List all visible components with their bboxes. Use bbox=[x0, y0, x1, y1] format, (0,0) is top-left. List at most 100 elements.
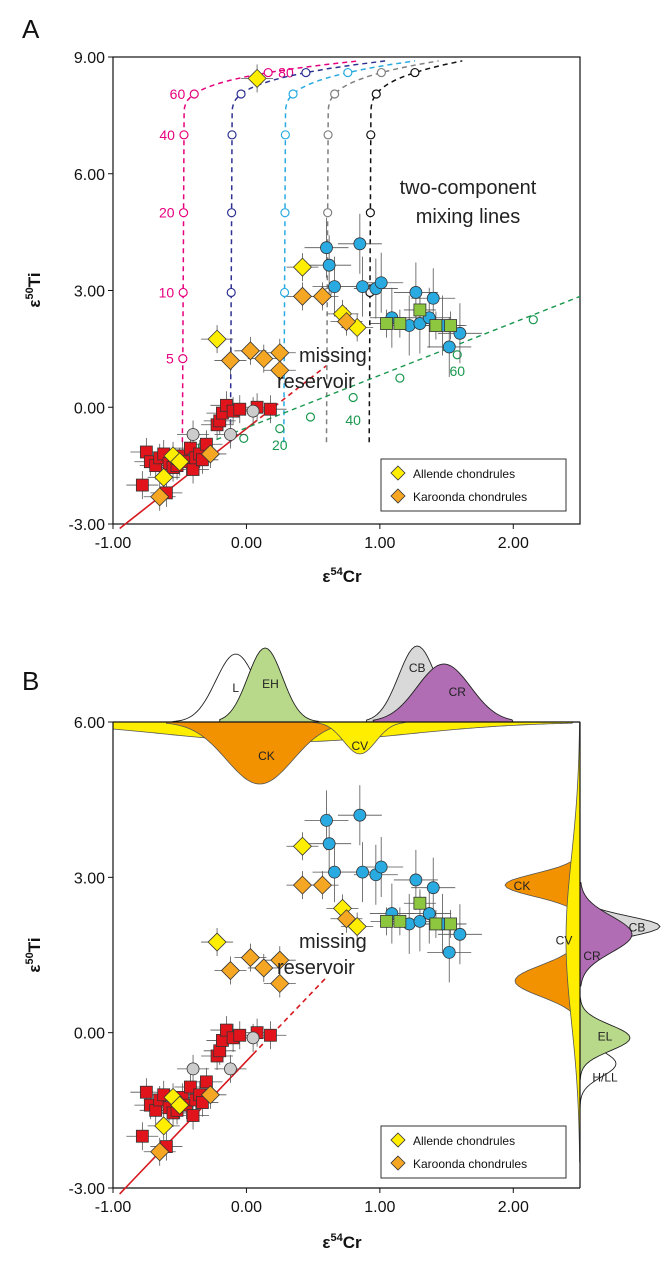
x-tick-label: 2.00 bbox=[498, 535, 529, 552]
data-square bbox=[135, 478, 149, 492]
data-diamond bbox=[207, 932, 227, 952]
dist-cv-peak bbox=[312, 721, 407, 755]
panel-b-reservoir-label: reservoir bbox=[277, 957, 355, 979]
mixing-node bbox=[279, 287, 290, 298]
mixing-node bbox=[178, 208, 189, 218]
data-diamond bbox=[150, 487, 170, 507]
panel-a-x-axis-title: ε54Cr bbox=[322, 566, 362, 586]
mixing-node-green bbox=[305, 412, 316, 422]
mixing-node bbox=[280, 130, 290, 140]
mixing-curve bbox=[283, 60, 416, 443]
mixing-label-green: 20 bbox=[272, 437, 288, 453]
panel-a-error-bars bbox=[126, 64, 482, 511]
mixing-label: 20 bbox=[159, 205, 175, 221]
data-circle bbox=[320, 813, 333, 827]
data-circle bbox=[246, 404, 260, 418]
mixing-node bbox=[178, 354, 188, 364]
panel-a-points bbox=[135, 68, 467, 507]
right-dist-label: CV bbox=[556, 933, 573, 947]
data-diamond bbox=[312, 286, 333, 306]
data-diamond bbox=[254, 958, 274, 978]
mixing-curve bbox=[368, 60, 463, 443]
dist-cr-right bbox=[579, 882, 633, 987]
mixing-node bbox=[371, 89, 381, 99]
mixing-node bbox=[236, 89, 246, 99]
legend-b-allende-marker bbox=[390, 1132, 406, 1148]
data-diamond bbox=[200, 1085, 220, 1105]
right-dist-label: CB bbox=[629, 921, 646, 935]
data-circle bbox=[409, 873, 423, 887]
y-tick-label: 0.00 bbox=[74, 1026, 105, 1043]
data-circle bbox=[186, 1062, 200, 1076]
data-circle bbox=[353, 808, 367, 822]
y-tick-label: 6.00 bbox=[74, 715, 105, 732]
data-square bbox=[429, 319, 443, 332]
mixing-node bbox=[288, 89, 298, 99]
data-diamond bbox=[240, 948, 260, 968]
data-diamond bbox=[154, 1116, 174, 1136]
data-square bbox=[393, 317, 407, 330]
mixing-node-green bbox=[239, 433, 249, 443]
panel-b-legend-box bbox=[380, 1125, 567, 1179]
data-circle bbox=[413, 914, 427, 928]
regression-line-solid bbox=[119, 1053, 254, 1195]
data-square bbox=[444, 319, 457, 332]
mixing-label-green: 60 bbox=[449, 363, 465, 379]
mixing-node bbox=[366, 130, 376, 140]
data-circle bbox=[328, 280, 341, 294]
top-dist-label: EH bbox=[262, 677, 279, 691]
data-diamond bbox=[170, 452, 190, 472]
data-diamond bbox=[292, 257, 313, 277]
legend-b-allende-label: Allende chondrules bbox=[413, 1134, 515, 1148]
data-square bbox=[429, 917, 443, 931]
data-diamond bbox=[292, 875, 313, 895]
panel-b-points bbox=[135, 808, 467, 1162]
panel-b-x-axis-title: ε54Cr bbox=[322, 1232, 362, 1252]
y-tick-label: -3.00 bbox=[69, 1181, 106, 1198]
mixing-node bbox=[189, 89, 199, 99]
data-diamond bbox=[270, 973, 290, 994]
data-square bbox=[135, 1129, 149, 1143]
panel-a-missing-label: missing bbox=[299, 345, 367, 367]
mixing-node bbox=[178, 287, 188, 298]
x-tick-label: 0.00 bbox=[231, 535, 262, 552]
data-square bbox=[233, 1028, 247, 1042]
data-diamond bbox=[312, 875, 333, 895]
y-tick-label: 0.00 bbox=[74, 400, 105, 417]
data-circle bbox=[246, 1031, 260, 1045]
data-diamond bbox=[220, 350, 240, 371]
data-circle bbox=[413, 317, 427, 330]
legend-b-karoonda-label: Karoonda chondrules bbox=[413, 1157, 527, 1171]
regression-line-dashed bbox=[252, 976, 328, 1055]
data-circle bbox=[322, 258, 336, 272]
data-circle bbox=[426, 881, 440, 895]
data-diamond bbox=[270, 950, 290, 970]
mixing-node bbox=[330, 89, 340, 99]
data-diamond bbox=[240, 341, 260, 361]
mixing-node bbox=[376, 67, 386, 78]
data-circle bbox=[374, 276, 388, 290]
mixing-node bbox=[227, 208, 237, 218]
dist-el-right bbox=[579, 996, 631, 1080]
data-diamond bbox=[247, 68, 267, 88]
data-diamond bbox=[170, 1095, 190, 1115]
data-circle bbox=[328, 865, 341, 879]
data-circle bbox=[224, 428, 237, 441]
panel-a-annotation-line1: two-component bbox=[400, 177, 537, 199]
data-circle bbox=[224, 1062, 237, 1076]
mixing-node bbox=[179, 130, 189, 140]
mixing-label: 5 bbox=[166, 351, 174, 367]
mixing-node bbox=[323, 130, 333, 140]
regression-line-dashed bbox=[252, 364, 327, 425]
data-circle bbox=[426, 291, 440, 305]
data-diamond bbox=[292, 286, 313, 306]
mixing-node bbox=[280, 208, 290, 218]
mixing-node bbox=[227, 130, 237, 140]
data-diamond bbox=[270, 343, 290, 363]
x-tick-label: -1.00 bbox=[95, 535, 132, 552]
panel-b-missing-label: missing bbox=[299, 931, 367, 953]
dist-eh bbox=[219, 647, 321, 723]
mixing-node-green bbox=[275, 424, 285, 434]
mixing-node bbox=[301, 67, 311, 78]
panel-a-legend-box bbox=[380, 458, 567, 512]
